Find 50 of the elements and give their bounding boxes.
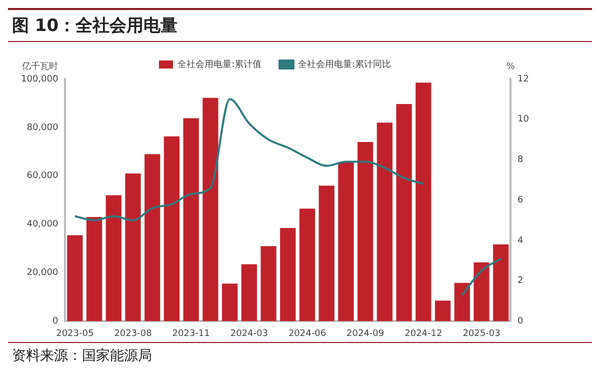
x-tick-label: 2025-03: [462, 328, 500, 339]
y2-axis-title: %: [506, 62, 516, 72]
text: 资料来源：国家能源局: [12, 347, 153, 365]
bar: [222, 284, 238, 322]
bar: [144, 154, 160, 322]
legend-label: 全社会用电量:累计同比: [298, 58, 392, 70]
y2-tick-label: 12: [518, 74, 529, 84]
bar: [338, 162, 354, 322]
y2-tick-label: 10: [518, 114, 530, 125]
bar: [202, 98, 218, 322]
y-tick-label: 80,000: [26, 122, 58, 133]
bar: [260, 246, 276, 322]
bar: [241, 264, 257, 322]
y-tick-label: 0: [52, 316, 58, 327]
x-tick-label: 2023-05: [56, 328, 94, 339]
bar: [454, 282, 470, 322]
x-tick-label: 2024-03: [230, 328, 268, 339]
y2-tick-label: 8: [518, 155, 524, 166]
y-tick-label: 100,000: [21, 74, 58, 84]
y2-tick-label: 2: [518, 276, 524, 286]
bar: [358, 142, 374, 322]
y-axis-title: 亿千瓦时: [21, 60, 58, 72]
y2-tick-label: 4: [518, 236, 524, 246]
y2-tick-label: 6: [518, 195, 524, 206]
bar: [86, 217, 102, 322]
legend-label: 全社会用电量:累计值: [177, 58, 262, 70]
chart-title: 图 10：全社会用电量: [8, 8, 592, 42]
y-tick-label: 40,000: [26, 220, 58, 230]
x-tick-label: 2024-12: [404, 328, 442, 339]
bar: [396, 104, 412, 322]
y-tick-label: 20,000: [26, 268, 58, 278]
bar: [67, 235, 83, 322]
bar: [280, 228, 296, 322]
x-tick-label: 2023-11: [172, 328, 210, 339]
bar: [299, 208, 316, 322]
x-tick-label: 2024-06: [288, 328, 326, 339]
x-tick-label: 2023-08: [114, 328, 152, 339]
bar: [416, 82, 432, 322]
bar: [125, 173, 141, 322]
bar: [106, 195, 122, 322]
bar: [493, 244, 509, 322]
y2-tick-label: 0: [518, 316, 524, 327]
bar: [376, 122, 393, 322]
bar: [164, 136, 180, 322]
bar: [474, 262, 490, 322]
x-tick-label: 2024-09: [346, 328, 384, 339]
y-tick-label: 60,000: [26, 171, 58, 182]
bar: [434, 300, 451, 322]
bar: [318, 186, 334, 322]
bar: [183, 118, 199, 322]
